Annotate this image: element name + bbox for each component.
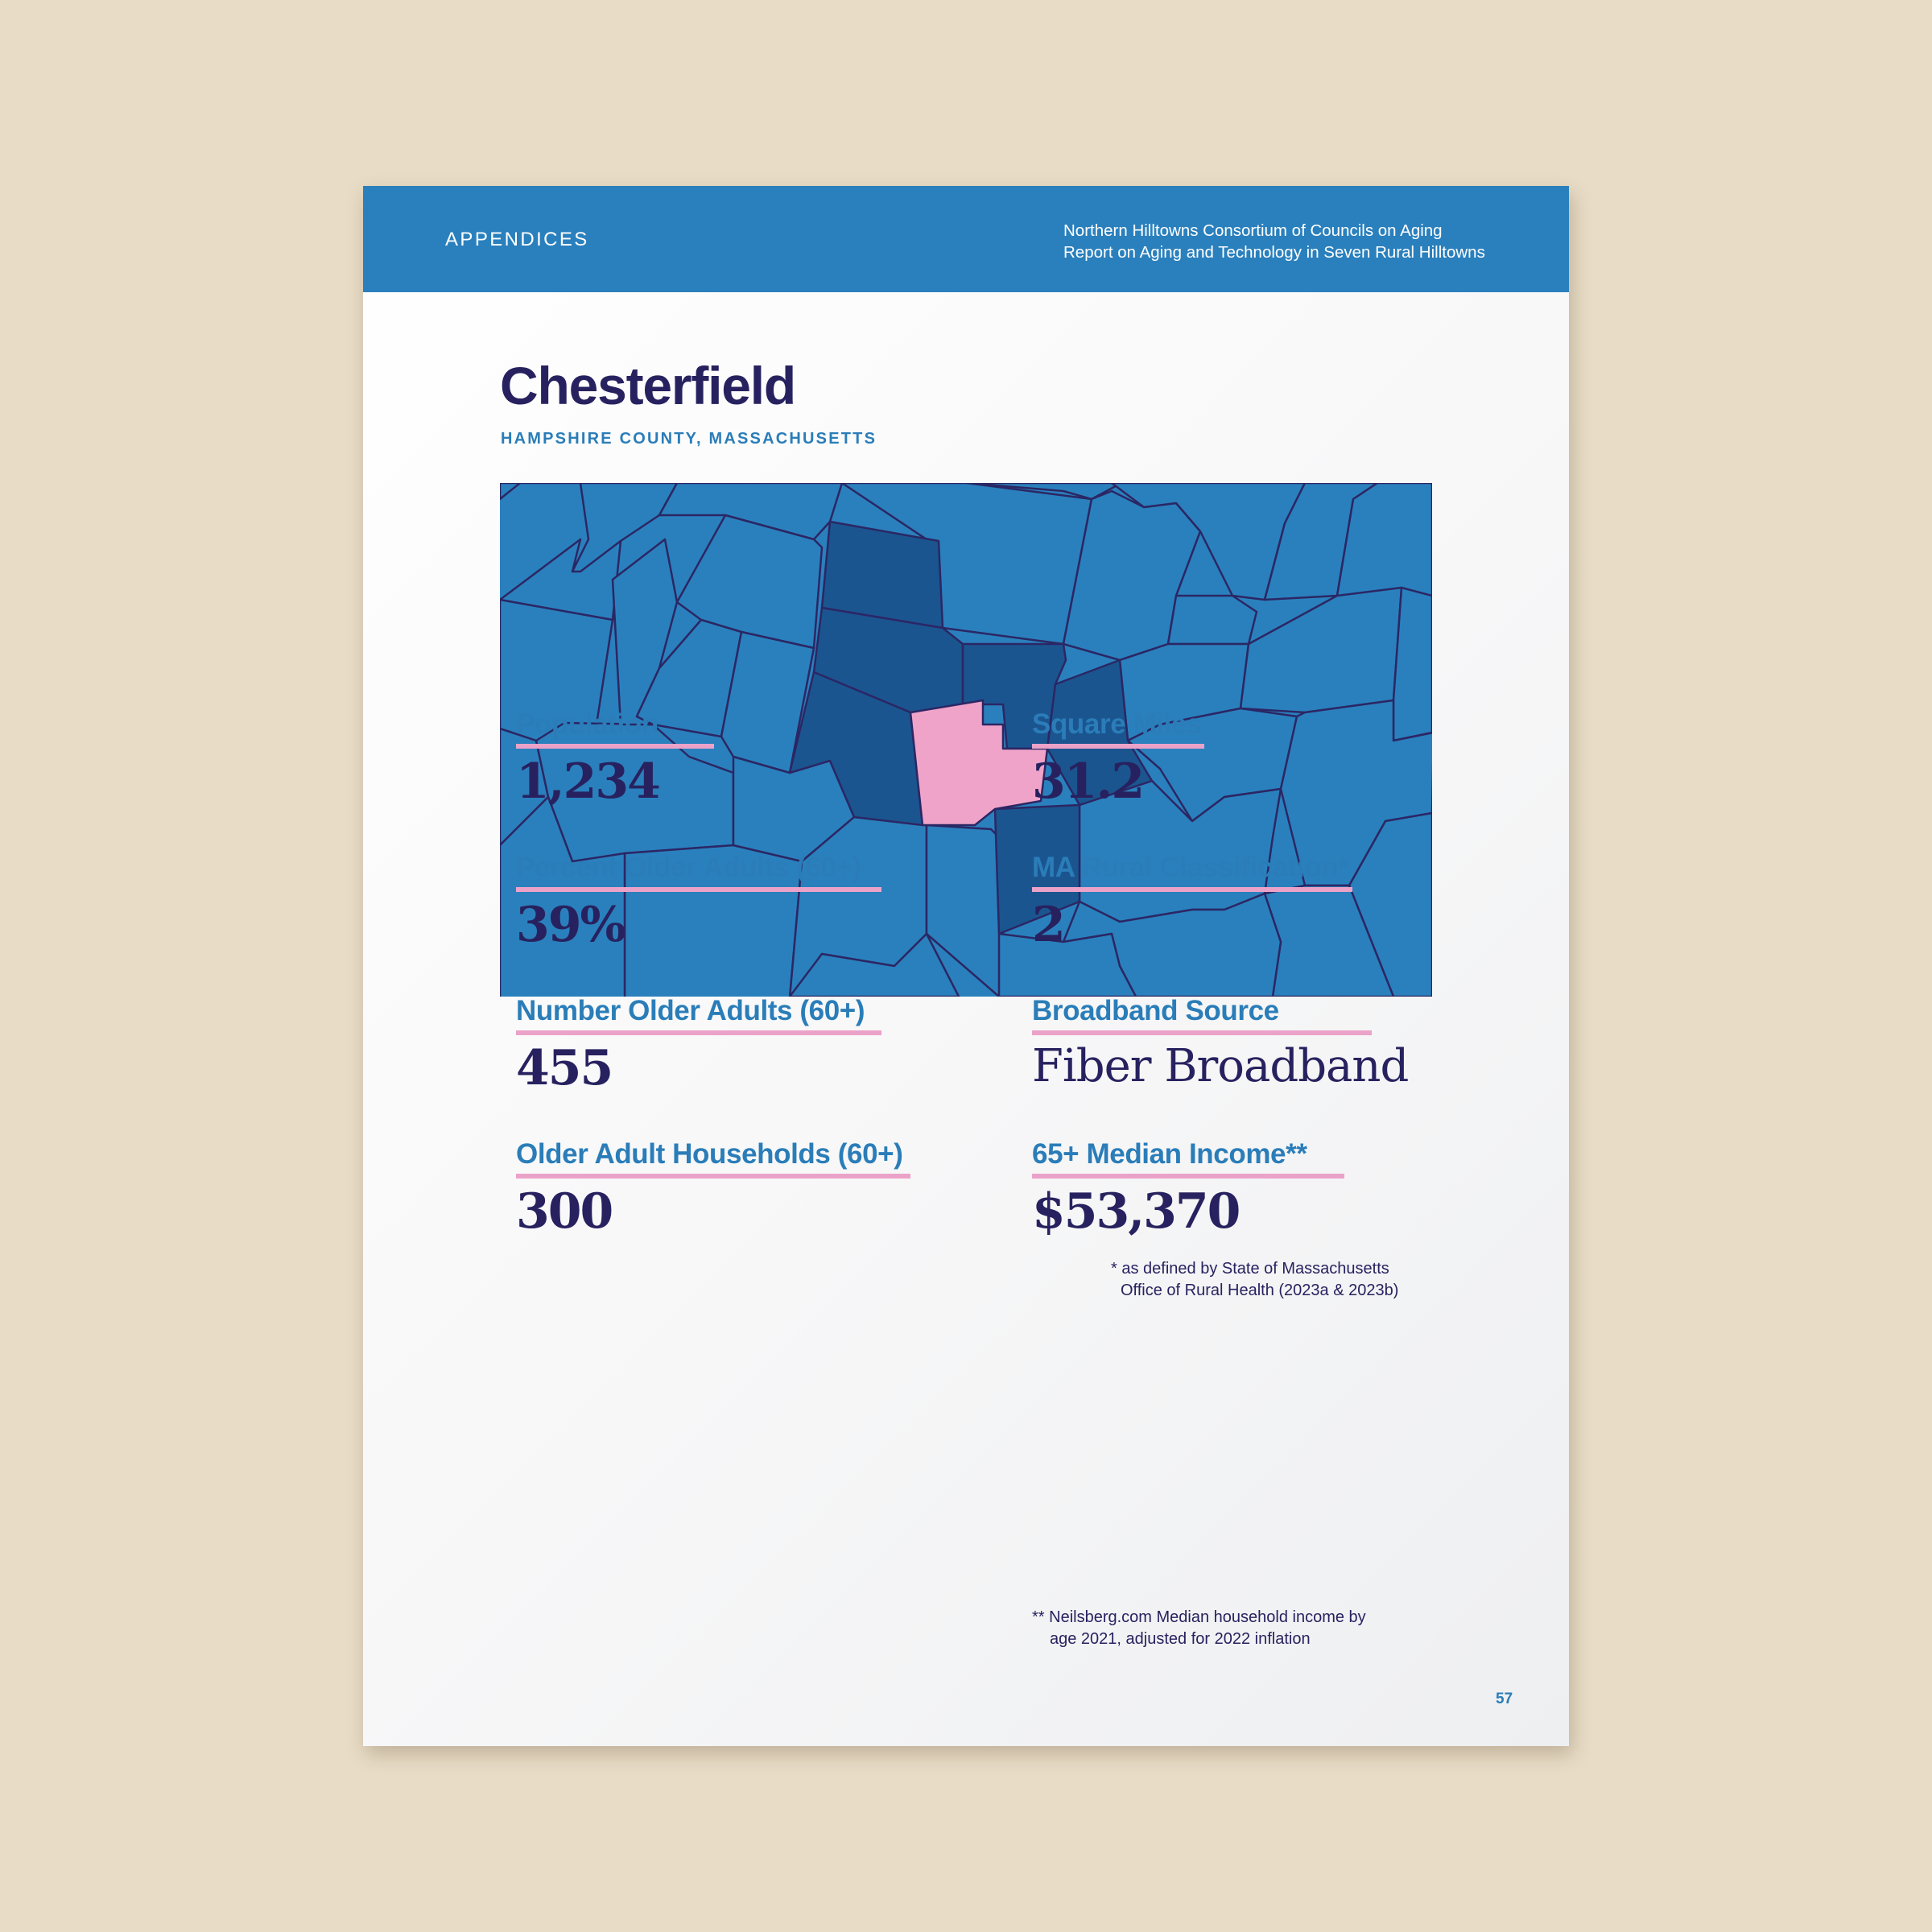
square-miles-value: 31.2 [1032,753,1145,810]
square-miles-label: Square Miles [1032,708,1203,740]
population-value: 1,234 [516,753,661,810]
income-rule [1032,1173,1344,1179]
rural-class-stat: MA Rural Classification* 2 [1032,852,1352,952]
income-stat: 65+ Median Income** $53,370 [1032,1138,1344,1240]
rural-class-value: 2 [1032,896,1066,953]
county-subtitle: HAMPSHIRE COUNTY, MASSACHUSETTS [501,430,877,448]
income-note-line2: age 2021, adjusted for 2022 inflation [1050,1630,1311,1648]
town-map [500,483,1432,997]
rural-note-line2: Office of Rural Health (2023a & 2023b) [1121,1282,1399,1299]
percent-older-label: Percent Older Adults (60+) [516,852,861,883]
households-value: 300 [516,1183,613,1240]
households-label: Older Adult Households (60+) [516,1138,903,1170]
neighboring-towns [788,520,1154,935]
rural-note-line1: * as defined by State of Massachusetts [1111,1260,1389,1278]
percent-older-rule [516,886,881,892]
section-label: APPENDICES [445,229,589,250]
percent-older-stat: Percent Older Adults (60+) 39% [516,852,881,952]
income-footnote: ** Neilsberg.com Median household income… [1032,1607,1366,1650]
map-region [1166,594,1258,646]
town-title: Chesterfield [500,356,796,415]
map-region [1279,699,1432,887]
households-rule [516,1173,910,1179]
org-name: Northern Hilltowns Consortium of Council… [1063,221,1443,240]
map-region [1062,489,1202,662]
income-label: 65+ Median Income** [1032,1138,1307,1170]
rural-class-label: MA Rural Classification* [1032,852,1349,883]
income-note-line1: ** Neilsberg.com Median household income… [1032,1608,1366,1626]
population-stat: Population 1,234 [516,708,714,810]
income-value: $53,370 [1032,1183,1241,1240]
map-region [500,795,626,997]
number-older-value: 455 [516,1039,613,1096]
population-rule [516,743,714,749]
number-older-label: Number Older Adults (60+) [516,995,865,1026]
report-page: APPENDICES Northern Hilltowns Consortium… [363,186,1569,1746]
neighbor-town-south [993,803,1081,935]
broadband-rule [1032,1030,1372,1035]
rural-class-footnote: * as defined by State of Massachusetts O… [1111,1258,1398,1302]
square-miles-stat: Square Miles 31.2 [1032,708,1204,810]
broadband-stat: Broadband Source Fiber Broadband [1032,995,1409,1092]
number-older-rule [516,1030,881,1035]
broadband-value: Fiber Broadband [1032,1039,1409,1092]
chesterfield-highlight [909,699,1049,827]
report-title: Northern Hilltowns Consortium of Council… [1063,220,1485,263]
report-name: Report on Aging and Technology in Seven … [1063,243,1485,262]
surrounding-towns [500,483,1432,997]
map-svg [500,483,1432,997]
map-region [997,932,1137,997]
page-header: APPENDICES Northern Hilltowns Consortium… [363,186,1569,292]
map-region [1392,586,1432,742]
map-region [788,932,960,997]
population-label: Population [516,708,658,740]
number-older-stat: Number Older Adults (60+) 455 [516,995,881,1096]
rural-class-rule [1032,886,1352,892]
broadband-label: Broadband Source [1032,995,1279,1026]
square-miles-rule [1032,743,1204,749]
households-stat: Older Adult Households (60+) 300 [516,1138,910,1240]
page-number: 57 [1496,1690,1513,1707]
percent-older-value: 39% [516,896,626,953]
